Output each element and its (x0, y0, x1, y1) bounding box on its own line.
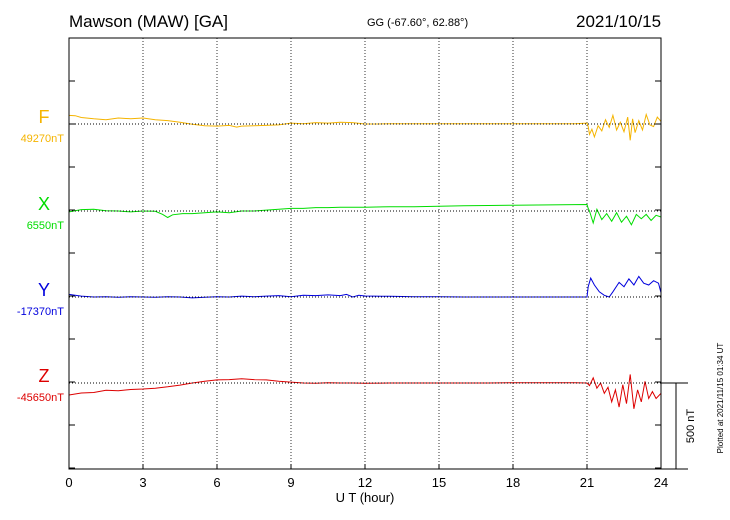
x-tick-label: 3 (139, 475, 146, 490)
series-labels: F 49270nT X 6550nT Y -17370nT Z -45650nT (17, 107, 64, 404)
series-Z-line (68, 374, 662, 409)
series-Z-name: Z (39, 366, 50, 386)
series-F-line (68, 112, 662, 141)
date-label: 2021/10/15 (576, 12, 662, 31)
scale-bar: 500 nT (661, 382, 697, 470)
series-X-line (68, 203, 662, 226)
x-tick-label: 9 (287, 475, 294, 490)
x-tick-label: 0 (65, 475, 72, 490)
x-axis-label: U T (hour) (336, 490, 395, 505)
x-tick-label: 18 (506, 475, 520, 490)
x-tick-label: 6 (213, 475, 220, 490)
x-tick-label: 24 (654, 475, 668, 490)
series-Y-baseline-label: -17370nT (17, 306, 64, 318)
series-X-baseline-label: 6550nT (27, 220, 65, 232)
station-title: Mawson (MAW) [GA] (69, 12, 228, 31)
plot-frame (68, 37, 662, 470)
coordinates-label: GG (-67.60°, 62.88°) (367, 17, 469, 29)
series-Y-name: Y (38, 280, 50, 300)
x-tick-label: 21 (580, 475, 594, 490)
series-Z-baseline-label: -45650nT (17, 392, 64, 404)
x-tick-label: 15 (432, 475, 446, 490)
series-X-name: X (38, 194, 50, 214)
scale-bar-label: 500 nT (685, 409, 697, 444)
series-F-name: F (39, 107, 50, 127)
x-axis-ticks: 0 3 6 9 12 15 18 21 24 (65, 80, 668, 490)
grid (142, 38, 588, 469)
plotted-timestamp: Plotted at 2021/11/15 01:34 UT (716, 343, 725, 454)
x-tick-label: 12 (358, 475, 372, 490)
series-F-baseline-label: 49270nT (21, 133, 65, 145)
